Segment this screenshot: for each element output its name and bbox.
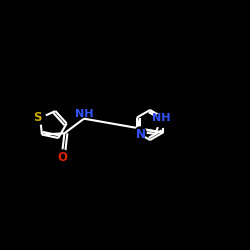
Text: NH: NH [152,113,171,123]
Text: NH: NH [75,109,94,119]
Text: S: S [33,112,42,124]
Text: O: O [57,151,67,164]
Text: N: N [136,128,146,141]
